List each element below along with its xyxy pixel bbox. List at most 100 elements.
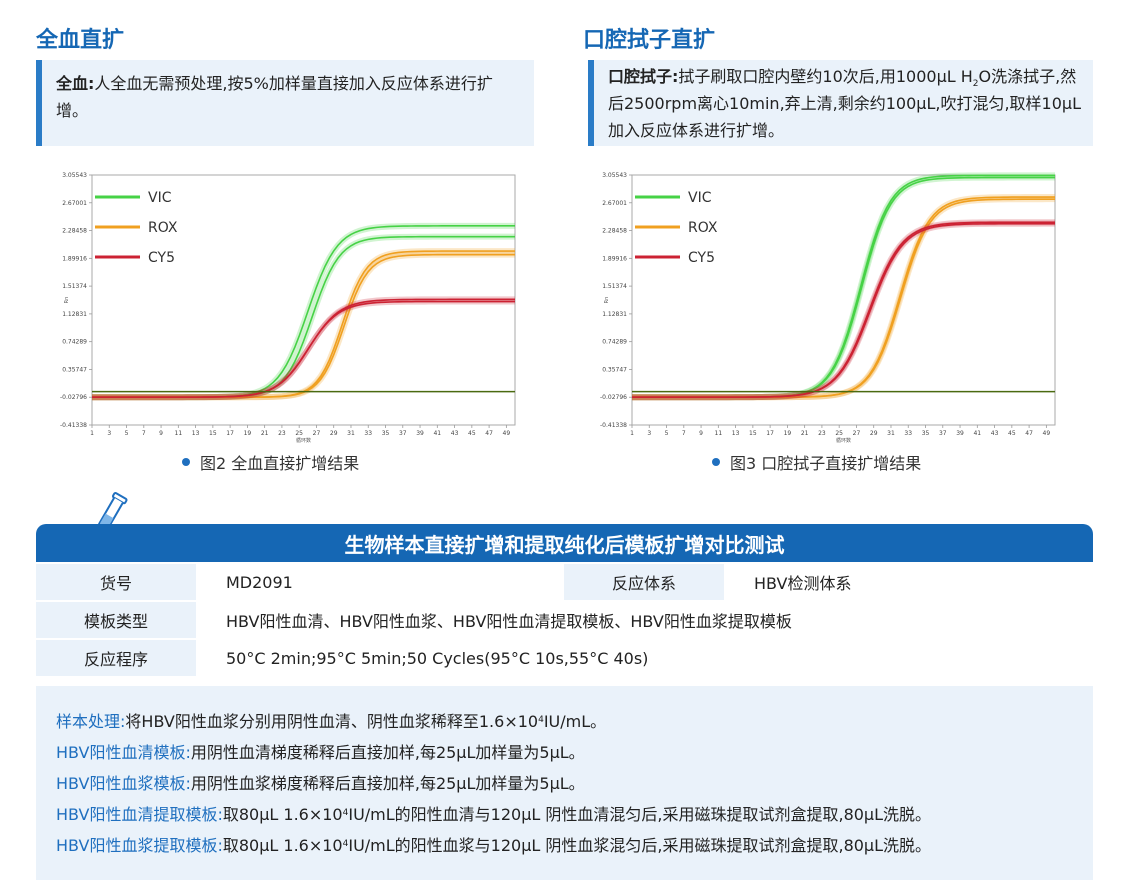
y-tick-label: 1.51374 bbox=[62, 283, 87, 290]
note-line: HBV阳性血清提取模板: 取80μL 1.6×10 4 IU/mL的阳性血清与12… bbox=[56, 797, 1073, 828]
note-label: HBV阳性血浆模板: bbox=[56, 773, 191, 793]
label-template-type: 模板类型 bbox=[36, 602, 196, 638]
table-title: 生物样本直接扩增和提取纯化后模板扩增对比测试 bbox=[36, 524, 1093, 562]
x-tick-label: 5 bbox=[125, 430, 129, 437]
right-section-title: 口腔拭子直扩 bbox=[583, 28, 716, 53]
value-reaction-system: HBV检测体系 bbox=[724, 564, 1093, 600]
x-tick-label: 31 bbox=[347, 430, 355, 437]
left-note: 全血:人全血无需预处理,按5%加样量直接加入反应体系进行扩增。 bbox=[36, 60, 534, 146]
label-reaction-system: 反应体系 bbox=[564, 564, 724, 600]
series-line-cy5 bbox=[92, 298, 515, 399]
value-item-number: MD2091 bbox=[196, 564, 564, 600]
y-tick-label: 2.28458 bbox=[62, 228, 87, 235]
x-tick-label: 33 bbox=[904, 430, 912, 437]
table-row: 货号 MD2091 反应体系 HBV检测体系 bbox=[36, 564, 1093, 600]
chart-whole-blood: 3.05543 2.67001 2.28458 1.89916 1.51374 1.128… bbox=[60, 172, 516, 444]
right-note-text-2: O洗涤拭子,然后2500rpm离心10min,弃上清,剩余约100μL,吹打混匀… bbox=[608, 67, 1082, 140]
x-tick-label: 41 bbox=[973, 430, 981, 437]
note-text: IU/mL的阳性血清与120μL 阴性血清混匀后,采用磁珠提取试剂盒提取,80μ… bbox=[348, 804, 932, 824]
x-tick-label: 45 bbox=[1008, 430, 1016, 437]
y-tick-label: 3.05543 bbox=[602, 172, 627, 179]
legend-label: CY5 bbox=[148, 250, 175, 266]
y-tick-label: 0.74289 bbox=[62, 339, 87, 346]
x-tick-label: 17 bbox=[226, 430, 234, 437]
x-tick-label: 13 bbox=[732, 430, 740, 437]
note-text: 取80μL 1.6×10 bbox=[222, 835, 343, 855]
x-tick-label: 37 bbox=[399, 430, 407, 437]
y-axis-label: Rn bbox=[64, 297, 70, 304]
x-tick-label: 29 bbox=[870, 430, 878, 437]
note-text: 将HBV阳性血浆分别用阴性血清、阴性血浆稀释至1.6×10 bbox=[125, 711, 539, 731]
x-tick-label: 19 bbox=[244, 430, 252, 437]
x-tick-label: 43 bbox=[451, 430, 459, 437]
sample-notes: 样本处理: 将HBV阳性血浆分别用阴性血清、阴性血浆稀释至1.6×10 4 IU/… bbox=[36, 686, 1093, 880]
x-axis-label: 循环数 bbox=[296, 437, 311, 444]
left-note-label: 全血: bbox=[56, 74, 95, 93]
right-note-subscript: 2 bbox=[972, 79, 979, 90]
left-caption: 图2 全血直接扩增结果 bbox=[182, 450, 359, 474]
x-tick-label: 9 bbox=[699, 430, 703, 437]
y-tick-label: 0.35747 bbox=[62, 366, 87, 373]
bullet-dot-icon bbox=[712, 458, 720, 466]
x-tick-label: 7 bbox=[142, 430, 146, 437]
x-tick-label: 49 bbox=[1043, 430, 1051, 437]
note-text: IU/mL。 bbox=[543, 711, 607, 731]
x-tick-label: 11 bbox=[175, 430, 183, 437]
value-reaction-program: 50°C 2min;95°C 5min;50 Cycles(95°C 10s,5… bbox=[196, 640, 1093, 676]
y-tick-label: 2.28458 bbox=[602, 228, 627, 235]
x-tick-label: 13 bbox=[192, 430, 200, 437]
x-tick-label: 17 bbox=[766, 430, 774, 437]
note-label: HBV阳性血清模板: bbox=[56, 742, 191, 762]
right-note-text-1: 拭子刷取口腔内壁约10次后,用1000μL H bbox=[678, 67, 973, 86]
x-tick-label: 5 bbox=[665, 430, 669, 437]
y-tick-label: 3.05543 bbox=[62, 172, 87, 179]
left-note-text: 人全血无需预处理,按5%加样量直接加入反应体系进行扩增。 bbox=[56, 74, 493, 120]
x-tick-label: 11 bbox=[715, 430, 723, 437]
note-text: 取80μL 1.6×10 bbox=[222, 804, 343, 824]
y-tick-label: 0.74289 bbox=[602, 339, 627, 346]
right-caption: 图3 口腔拭子直接扩增结果 bbox=[712, 450, 921, 474]
x-tick-label: 37 bbox=[939, 430, 947, 437]
y-tick-label: 1.12831 bbox=[62, 311, 87, 318]
y-tick-label: -0.02796 bbox=[600, 394, 627, 401]
x-tick-label: 45 bbox=[468, 430, 476, 437]
x-tick-label: 39 bbox=[416, 430, 424, 437]
legend-label: ROX bbox=[688, 220, 718, 236]
y-tick-label: 1.89916 bbox=[602, 255, 627, 262]
x-tick-label: 29 bbox=[330, 430, 338, 437]
x-tick-label: 49 bbox=[503, 430, 511, 437]
y-tick-label: 1.51374 bbox=[602, 283, 627, 290]
table-row: 模板类型 HBV阳性血清、HBV阳性血浆、HBV阳性血清提取模板、HBV阳性血浆… bbox=[36, 602, 1093, 638]
x-tick-label: 9 bbox=[159, 430, 163, 437]
x-tick-label: 25 bbox=[835, 430, 843, 437]
series-line-cy5 bbox=[632, 222, 1055, 399]
x-tick-label: 33 bbox=[364, 430, 372, 437]
note-line: HBV阳性血浆模板: 用阴性血浆梯度稀释后直接加样,每25μL加样量为5μL。 bbox=[56, 766, 1073, 797]
y-tick-label: -0.02796 bbox=[60, 394, 87, 401]
x-tick-label: 15 bbox=[749, 430, 757, 437]
note-text: IU/mL的阳性血浆与120μL 阴性血浆混匀后,采用磁珠提取试剂盒提取,80μ… bbox=[348, 835, 932, 855]
x-tick-label: 3 bbox=[647, 430, 651, 437]
y-tick-label: 1.89916 bbox=[62, 255, 87, 262]
x-tick-label: 35 bbox=[382, 430, 390, 437]
x-tick-label: 23 bbox=[818, 430, 826, 437]
bullet-dot-icon bbox=[182, 458, 190, 466]
note-label: HBV阳性血浆提取模板: bbox=[56, 835, 223, 855]
x-tick-label: 21 bbox=[261, 430, 269, 437]
y-axis-label: Rn bbox=[604, 297, 610, 304]
x-tick-label: 41 bbox=[433, 430, 441, 437]
x-tick-label: 1 bbox=[90, 430, 94, 437]
right-caption-text: 图3 口腔拭子直接扩增结果 bbox=[730, 454, 922, 473]
x-tick-label: 21 bbox=[801, 430, 809, 437]
note-line: HBV阳性血清模板: 用阴性血清梯度稀释后直接加样,每25μL加样量为5μL。 bbox=[56, 735, 1073, 766]
y-tick-label: -0.41338 bbox=[60, 422, 87, 429]
right-note: 口腔拭子:拭子刷取口腔内壁约10次后,用1000μL H2O洗涤拭子,然后250… bbox=[588, 60, 1093, 146]
legend-label: VIC bbox=[148, 190, 172, 206]
x-tick-label: 39 bbox=[956, 430, 964, 437]
x-tick-label: 3 bbox=[107, 430, 111, 437]
comparison-table: 生物样本直接扩增和提取纯化后模板扩增对比测试 货号 MD2091 反应体系 HB… bbox=[36, 524, 1093, 676]
table-row: 反应程序 50°C 2min;95°C 5min;50 Cycles(95°C … bbox=[36, 640, 1093, 676]
x-tick-label: 7 bbox=[682, 430, 686, 437]
y-tick-label: 2.67001 bbox=[602, 200, 627, 207]
label-item-number: 货号 bbox=[36, 564, 196, 600]
